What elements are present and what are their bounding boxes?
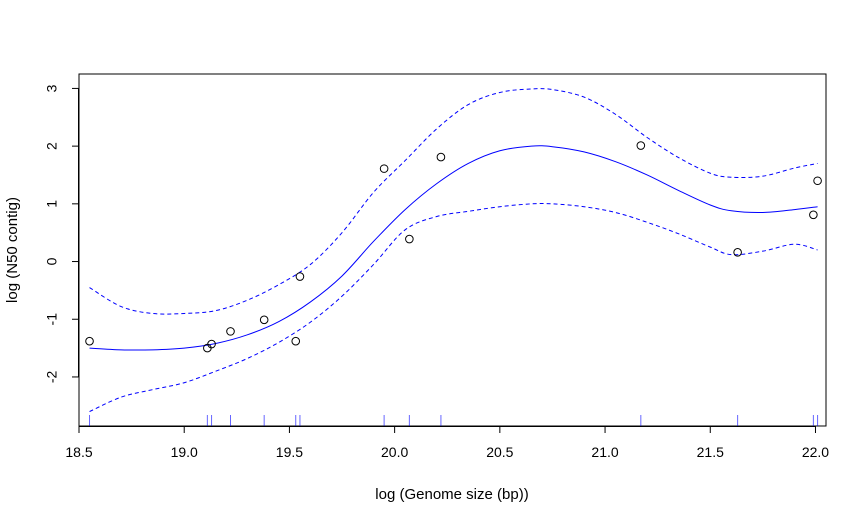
data-point [295, 272, 305, 281]
y-axis-title: log (N50 contig) [4, 197, 21, 303]
data-point [259, 315, 269, 325]
upper-band-line [89, 88, 818, 315]
fit-line [89, 145, 818, 351]
y-axis: -2 -1 0 1 2 3 [44, 84, 79, 383]
plot-frame [78, 73, 827, 427]
x-tick-label: 22.0 [802, 444, 829, 460]
y-tick-label: -2 [44, 371, 60, 384]
x-tick-label: 18.5 [65, 444, 92, 460]
data-point [813, 176, 822, 186]
fit-curve-layer [89, 145, 818, 351]
y-tick-label: 3 [44, 84, 60, 92]
y-tick-label: 2 [44, 142, 60, 150]
scatter-points [85, 141, 822, 353]
lower-band-line [89, 202, 818, 413]
data-point [436, 152, 446, 162]
data-point [809, 210, 818, 220]
rug-layer [89, 415, 819, 426]
data-point [405, 234, 414, 244]
x-axis-title: log (Genome size (bp)) [375, 486, 528, 503]
x-tick-label: 21.5 [697, 444, 724, 460]
data-point [291, 336, 301, 346]
x-tick-label: 21.0 [591, 444, 618, 460]
data-point [636, 141, 646, 150]
x-tick-label: 20.5 [486, 444, 513, 460]
data-point [379, 164, 389, 173]
data-point [733, 248, 742, 257]
x-tick-label: 20.0 [381, 444, 408, 460]
y-tick-label: 1 [44, 200, 60, 208]
x-axis: 18.5 19.0 19.5 20.0 20.5 21.0 21.5 22.0 [65, 426, 829, 460]
x-tick-label: 19.5 [276, 444, 303, 460]
confidence-bands [89, 88, 818, 413]
data-point [207, 339, 216, 349]
data-point [85, 336, 94, 346]
x-tick-label: 19.0 [171, 444, 198, 460]
y-tick-label: 0 [44, 257, 60, 265]
y-tick-label: -1 [44, 313, 60, 326]
data-point [226, 327, 235, 336]
